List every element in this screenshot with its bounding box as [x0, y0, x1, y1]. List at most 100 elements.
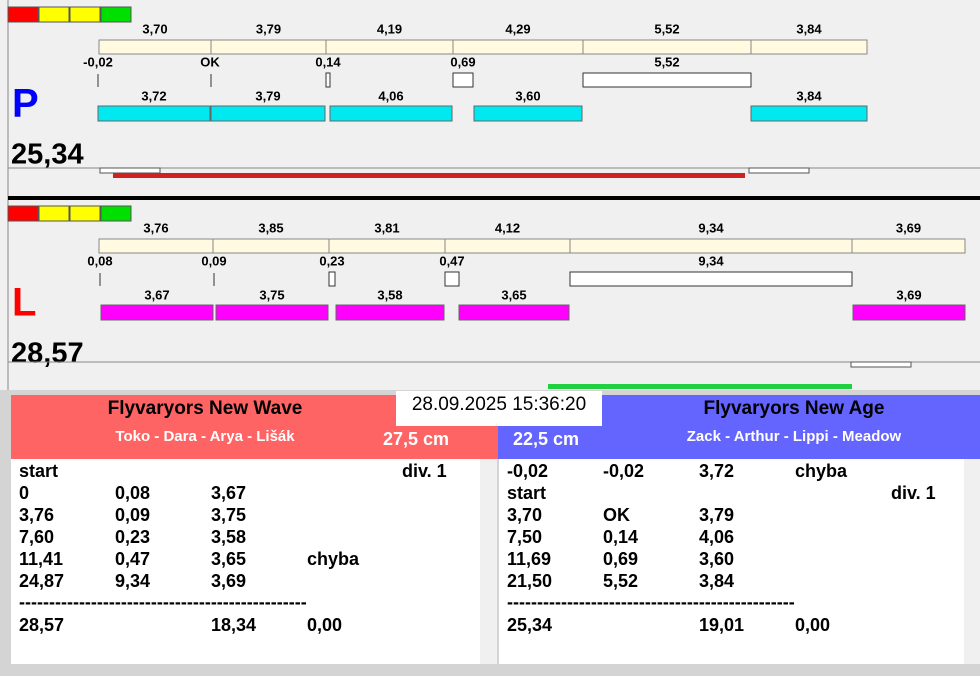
- reaction-label: 0,14: [315, 54, 341, 69]
- team-members: Toko - Dara - Arya - Lišák: [115, 428, 295, 445]
- list-cell: chyba: [307, 549, 360, 569]
- segment-label: 3,85: [258, 220, 283, 235]
- lap-bar: [852, 304, 966, 321]
- segment: [98, 39, 212, 55]
- segment-label: 4,29: [505, 21, 530, 36]
- total-cell: 19,01: [699, 615, 744, 635]
- reaction-label: 5,52: [654, 54, 679, 69]
- list-cell: 3,72: [699, 461, 734, 481]
- lap-label: 3,69: [896, 287, 921, 302]
- total-cell: 0,00: [307, 615, 342, 635]
- segment: [325, 39, 454, 55]
- lap-bar: [473, 105, 583, 122]
- segment: [210, 39, 327, 55]
- total-cell: 28,57: [19, 615, 64, 635]
- list-cell: 3,79: [699, 505, 734, 525]
- lap-label: 3,72: [141, 88, 166, 103]
- segment-label: 4,19: [377, 21, 402, 36]
- timestamp-box: [396, 391, 602, 426]
- total-cell: 18,34: [211, 615, 256, 635]
- list-cell: 3,84: [699, 571, 734, 591]
- indicator: [100, 6, 132, 23]
- list-cell: 21,50: [507, 571, 552, 591]
- divider: [8, 196, 980, 200]
- list-cell: 0,14: [603, 527, 638, 547]
- indicator: [69, 205, 101, 222]
- list-cell: 3,60: [699, 549, 734, 569]
- team-name: Flyvaryors New Age: [704, 398, 885, 419]
- segment-label: 4,12: [495, 220, 520, 235]
- lap-bar: [750, 105, 868, 122]
- lap-label: 3,65: [501, 287, 526, 302]
- list-cell: start: [507, 483, 546, 503]
- list-cell: OK: [603, 505, 630, 525]
- lap-bar: [458, 304, 570, 321]
- segment-label: 3,81: [374, 220, 399, 235]
- separator: ----------------------------------------…: [507, 592, 795, 612]
- scrollbar[interactable]: [480, 459, 497, 664]
- lap-label: 3,67: [144, 287, 169, 302]
- scrollbar[interactable]: [964, 459, 980, 664]
- reaction-mark: [325, 72, 331, 88]
- lap-label: 3,75: [259, 287, 284, 302]
- lane-letter: L: [12, 281, 36, 325]
- list-cell: 0,69: [603, 549, 638, 569]
- lap-label: 3,84: [796, 88, 822, 103]
- total-cell: 0,00: [795, 615, 830, 635]
- indicator: [69, 6, 101, 23]
- reaction-label: 0,09: [201, 253, 226, 268]
- team-length: 27,5 cm: [383, 429, 449, 449]
- list: [499, 459, 964, 664]
- reaction-mark: [328, 271, 336, 287]
- list: [11, 459, 480, 664]
- indicator: [7, 6, 39, 23]
- lap-label: 3,79: [255, 88, 280, 103]
- list-cell: 0,09: [115, 505, 150, 525]
- lap-bar: [210, 105, 326, 122]
- team-members: Zack - Arthur - Lippi - Meadow: [687, 428, 902, 445]
- lap-label: 3,60: [515, 88, 540, 103]
- graph-area: [0, 0, 980, 390]
- reaction-label: -0,02: [83, 54, 113, 69]
- lap-label: 3,58: [377, 287, 402, 302]
- list-cell: 11,69: [507, 549, 551, 569]
- reaction-label: 0,47: [439, 253, 464, 268]
- reaction-label: 0,23: [319, 253, 344, 268]
- segment-label: 3,70: [142, 21, 167, 36]
- list-cell: 11,41: [19, 549, 63, 569]
- segment: [582, 39, 752, 55]
- reaction-mark: [582, 72, 752, 88]
- team-name: Flyvaryors New Wave: [108, 398, 303, 419]
- list-cell: div. 1: [402, 461, 447, 481]
- segment: [750, 39, 868, 55]
- list-cell: div. 1: [891, 483, 936, 503]
- list-cell: 7,50: [507, 527, 542, 547]
- segment: [328, 238, 446, 254]
- segment: [444, 238, 571, 254]
- lap-bar: [97, 105, 211, 122]
- separator: ----------------------------------------…: [19, 592, 307, 612]
- lap-bar: [329, 105, 453, 122]
- indicator: [100, 205, 132, 222]
- lane-letter: P: [12, 82, 39, 126]
- segment: [569, 238, 853, 254]
- reaction-label: 0,08: [87, 253, 112, 268]
- indicator: [7, 205, 39, 222]
- list-cell: 3,69: [211, 571, 246, 591]
- lap-bar: [335, 304, 445, 321]
- segment-label: 3,69: [896, 220, 921, 235]
- segment-label: 5,52: [654, 21, 679, 36]
- lane-time: 28,57: [11, 338, 84, 370]
- reaction-label: 0,69: [450, 54, 475, 69]
- segment: [452, 39, 584, 55]
- segment: [851, 238, 966, 254]
- lap-bar: [100, 304, 214, 321]
- marker: [850, 361, 912, 368]
- segment: [212, 238, 330, 254]
- list-cell: 3,75: [211, 505, 246, 525]
- segment-label: 3,76: [143, 220, 168, 235]
- marker: [99, 167, 161, 174]
- segment-label: 3,84: [796, 21, 822, 36]
- list-cell: chyba: [795, 461, 848, 481]
- total-cell: 25,34: [507, 615, 552, 635]
